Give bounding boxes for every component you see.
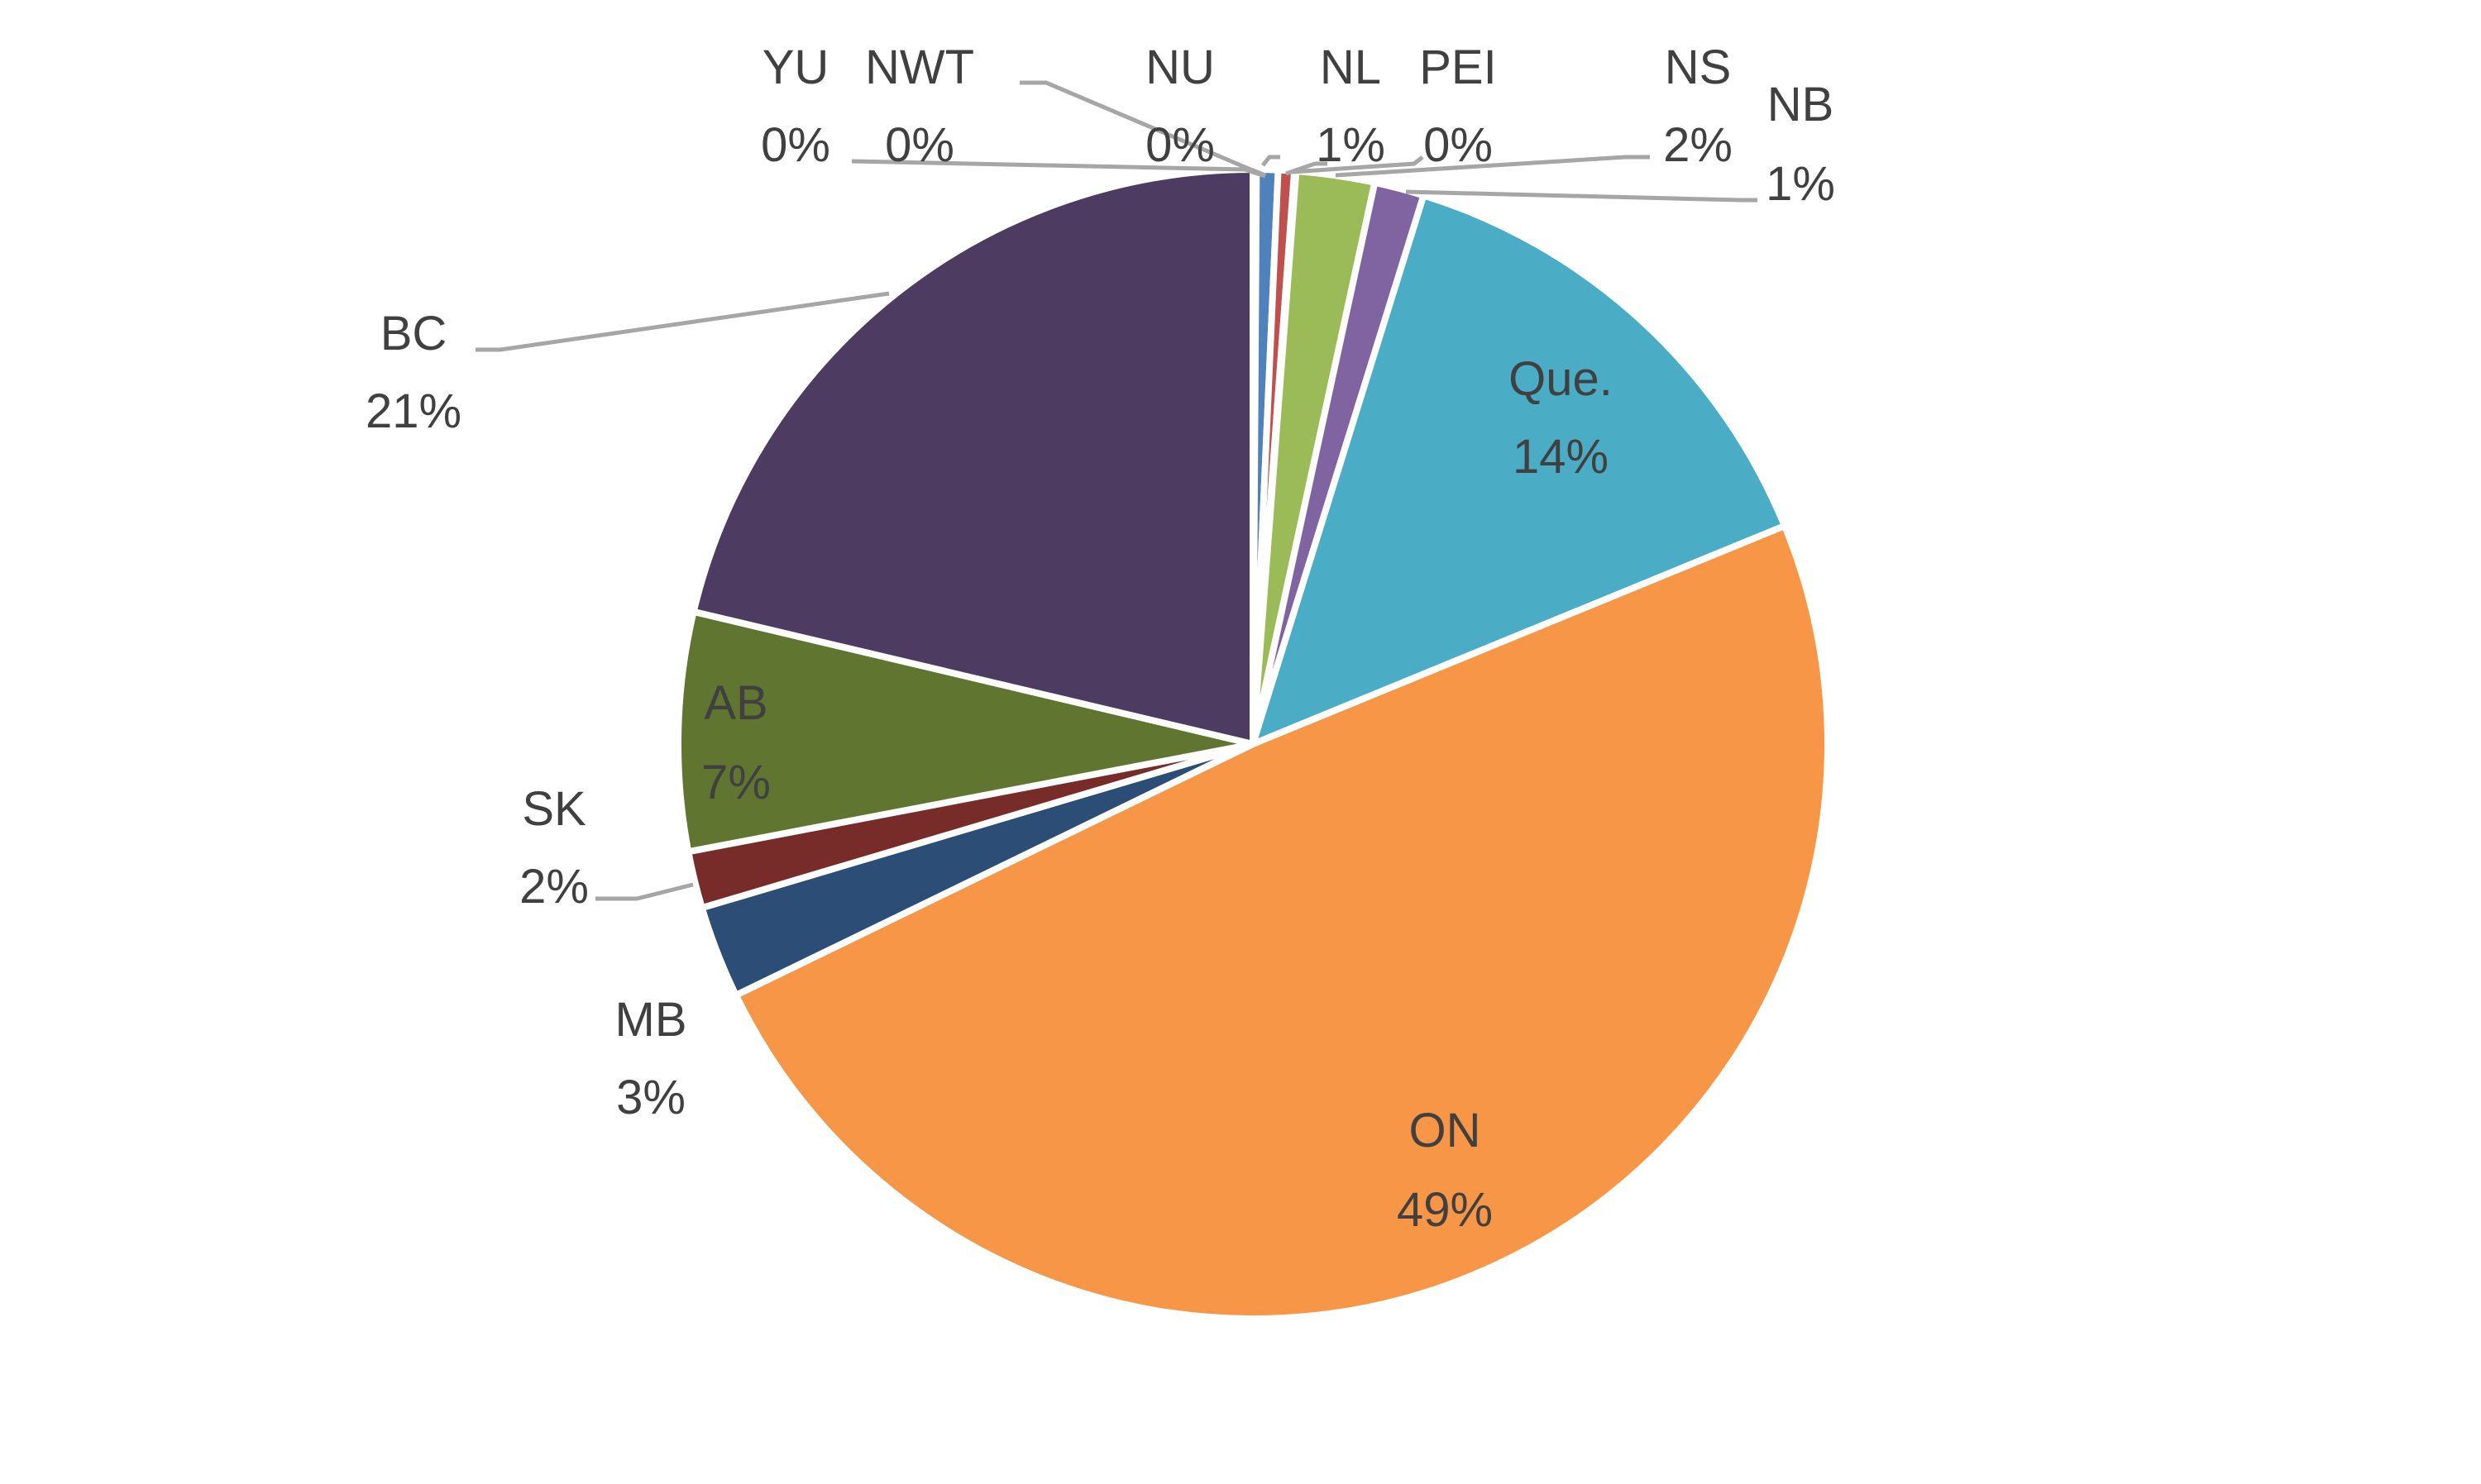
label-name-yu: YU xyxy=(762,41,829,94)
leader-line-nb xyxy=(1405,189,1757,203)
label-pct-sk: 2% xyxy=(519,860,589,914)
label-pct-mb: 3% xyxy=(616,1071,686,1124)
label-pct-ab: 7% xyxy=(701,756,771,809)
label-pct-on: 49% xyxy=(1397,1183,1493,1237)
label-pct-nwt: 0% xyxy=(885,118,954,172)
label-name-nl: NL xyxy=(1320,41,1381,94)
label-name-pei: PEI xyxy=(1419,41,1497,94)
pie-slice-ab xyxy=(675,608,1256,856)
label-pct-bc: 21% xyxy=(366,384,461,438)
leader-lines xyxy=(476,80,1757,901)
label-pct-ns: 2% xyxy=(1663,118,1733,172)
leader-line-bc xyxy=(476,291,890,352)
label-name-on: ON xyxy=(1409,1104,1481,1157)
leader-line-nu xyxy=(1261,155,1280,167)
label-pct-yu: 0% xyxy=(761,118,830,172)
label-name-nu: NU xyxy=(1145,41,1215,94)
label-pct-nu: 0% xyxy=(1145,118,1215,172)
label-name-nwt: NWT xyxy=(865,41,974,94)
pie-slices xyxy=(675,165,1831,1323)
label-name-bc: BC xyxy=(380,307,447,360)
label-name-mb: MB xyxy=(615,993,687,1047)
pie-slice-bc xyxy=(690,166,1256,747)
pie-slice-on xyxy=(732,523,1831,1323)
label-name-sk: SK xyxy=(522,782,586,836)
label-name-ns: NS xyxy=(1665,41,1732,94)
pie-slice-que xyxy=(1250,192,1788,747)
label-pct-nl: 1% xyxy=(1316,118,1385,172)
leader-line-ns xyxy=(1335,155,1650,178)
data-labels: YU 0% NWT 0% NU 0% NL 1% PEI 0% NS 2% NB… xyxy=(366,41,1835,1237)
label-pct-pei: 0% xyxy=(1423,118,1493,172)
label-pct-que: 14% xyxy=(1513,430,1609,484)
leader-line-pei xyxy=(1291,155,1424,174)
label-pct-nb: 1% xyxy=(1766,157,1835,211)
label-name-que: Que. xyxy=(1508,352,1613,406)
leader-line-nwt xyxy=(1020,80,1266,178)
label-name-ab: AB xyxy=(704,676,767,730)
label-name-nb: NB xyxy=(1767,78,1834,131)
leader-line-sk xyxy=(595,882,694,901)
